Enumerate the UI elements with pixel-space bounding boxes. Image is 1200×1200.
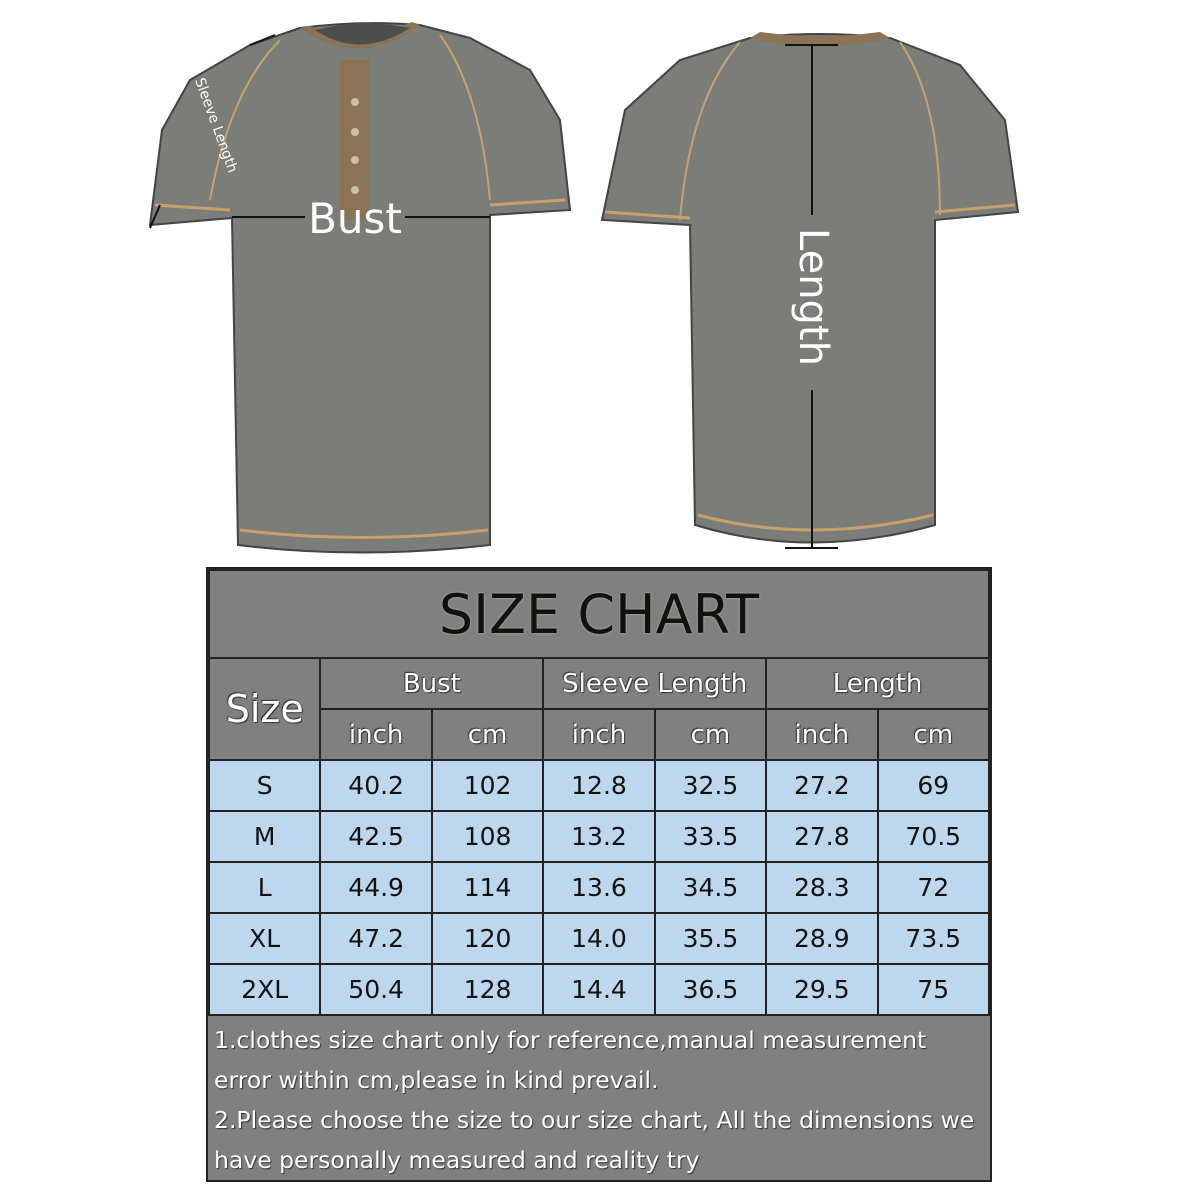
note-line: 1.clothes size chart only for reference,…: [214, 1026, 927, 1054]
table-cell: 114: [430, 861, 545, 914]
table-cell: 120: [430, 912, 545, 965]
table-cell: 36.5: [653, 963, 768, 1016]
table-cell: 13.2: [542, 810, 656, 863]
bust-label: Bust: [308, 194, 402, 243]
table-cell: 102: [430, 759, 545, 812]
unit-header: cm: [653, 708, 768, 761]
unit-header: cm: [430, 708, 545, 761]
size-chart: SIZE CHART Size Bust Sleeve Length Lengt…: [206, 567, 992, 1182]
table-cell: 35.5: [653, 912, 768, 965]
size-header: Size: [207, 657, 322, 761]
size-cell: M: [207, 810, 322, 863]
group-header: Bust: [319, 657, 545, 710]
table-cell: 28.9: [765, 912, 879, 965]
table-cell: 13.6: [542, 861, 656, 914]
size-cell: L: [207, 861, 322, 914]
table-cell: 47.2: [319, 912, 433, 965]
notes: 1.clothes size chart only for reference,…: [208, 1012, 990, 1180]
note-line: have personally measured and reality try: [214, 1146, 700, 1174]
unit-header: inch: [319, 708, 433, 761]
table-cell: 73.5: [876, 912, 991, 965]
size-cell: XL: [207, 912, 322, 965]
front-shirt: Bust Sleeve Length: [148, 22, 572, 554]
table-cell: 32.5: [653, 759, 768, 812]
table-cell: 72: [876, 861, 991, 914]
size-table: SIZE CHART Size Bust Sleeve Length Lengt…: [207, 569, 991, 1016]
group-header: Length: [765, 657, 990, 710]
table-cell: 29.5: [765, 963, 879, 1016]
table-cell: 44.9: [319, 861, 433, 914]
table-row: L 44.9 114 13.6 34.5 28.3 72: [207, 861, 991, 914]
unit-header: cm: [876, 708, 991, 761]
table-cell: 34.5: [653, 861, 768, 914]
table-row: M 42.5 108 13.2 33.5 27.8 70.5: [207, 810, 991, 863]
size-cell: S: [207, 759, 322, 812]
table-cell: 27.2: [765, 759, 879, 812]
table-cell: 108: [430, 810, 545, 863]
table-row: S 40.2 102 12.8 32.5 27.2 69: [207, 759, 991, 812]
table-cell: 75: [876, 963, 991, 1016]
chart-title: SIZE CHART: [208, 569, 990, 659]
shirt-illustrations: Bust Sleeve Length Length: [148, 22, 1020, 554]
table-cell: 70.5: [876, 810, 991, 863]
length-label: Length: [790, 228, 836, 366]
table-cell: 14.4: [542, 963, 656, 1016]
table-cell: 14.0: [542, 912, 656, 965]
table-cell: 12.8: [542, 759, 656, 812]
table-row: XL 47.2 120 14.0 35.5 28.9 73.5: [207, 912, 991, 965]
unit-header: inch: [542, 708, 656, 761]
table-cell: 69: [876, 759, 991, 812]
back-shirt: Length: [600, 32, 1020, 549]
group-header: Sleeve Length: [542, 657, 768, 710]
table-cell: 28.3: [765, 861, 879, 914]
size-cell: 2XL: [207, 963, 322, 1016]
table-cell: 128: [430, 963, 545, 1016]
table-cell: 27.8: [765, 810, 879, 863]
table-cell: 50.4: [319, 963, 433, 1016]
note-line: error within cm,please in kind prevail.: [214, 1066, 659, 1094]
table-cell: 42.5: [319, 810, 433, 863]
table-cell: 40.2: [319, 759, 433, 812]
table-row: 2XL 50.4 128 14.4 36.5 29.5 75: [207, 963, 991, 1016]
unit-header: inch: [765, 708, 879, 761]
table-cell: 33.5: [653, 810, 768, 863]
note-line: 2.Please choose the size to our size cha…: [214, 1106, 975, 1134]
